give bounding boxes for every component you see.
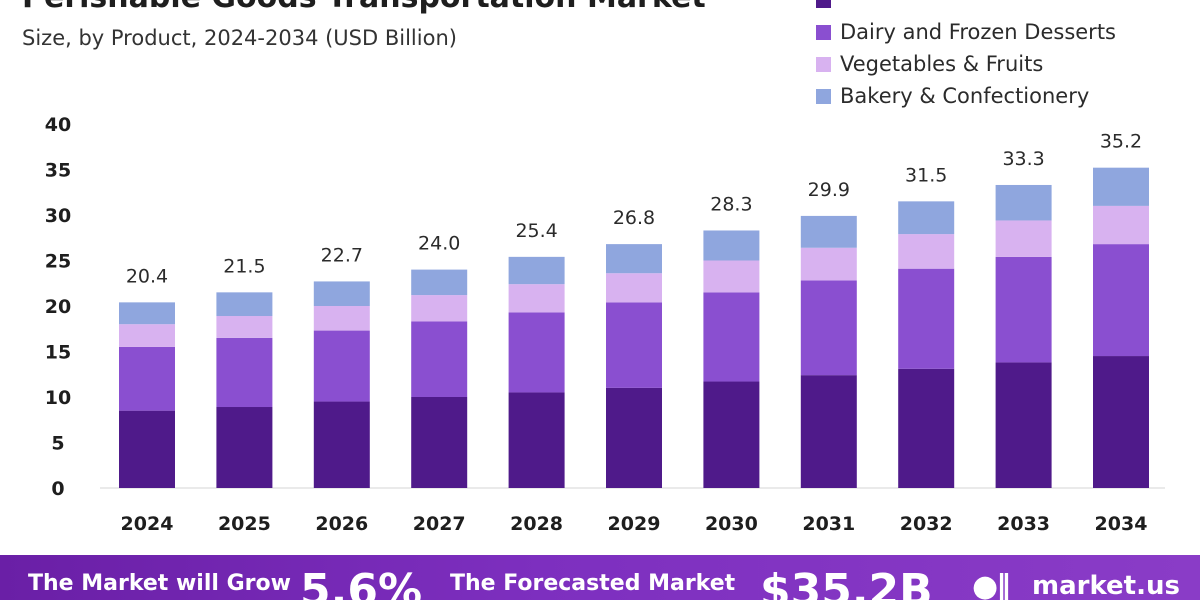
x-tick-label: 2031	[802, 513, 855, 535]
bar-total-label: 35.2	[1100, 131, 1142, 153]
bar-total-label: 26.8	[613, 207, 655, 229]
bar-segment	[995, 362, 1052, 488]
legend-item: Bakery & Confectionery	[816, 80, 1116, 112]
y-tick-label: 15	[45, 342, 71, 364]
bar-segment	[703, 381, 760, 488]
bar-segment	[411, 321, 468, 397]
x-tick-label: 2033	[997, 513, 1050, 535]
x-tick-label: 2024	[121, 513, 174, 535]
x-tick-label: 2034	[1095, 513, 1148, 535]
marketus-logo-icon: ●‖	[972, 569, 1011, 600]
bar-segment	[508, 312, 565, 393]
legend-swatch	[816, 88, 831, 104]
bar-segment	[995, 220, 1052, 257]
bar-segment	[995, 184, 1052, 221]
chart-title: Perishable Goods Transportation Market	[22, 0, 706, 15]
legend-swatch	[816, 0, 831, 8]
bar-total-label: 24.0	[418, 233, 460, 255]
y-tick-label: 5	[51, 433, 64, 455]
footer-grow-text: The Market will Grow	[28, 571, 291, 596]
bar-segment	[898, 268, 955, 369]
bar-segment	[898, 234, 955, 269]
bar-segment	[1093, 167, 1149, 206]
bar-segment	[216, 337, 273, 408]
x-tick-label: 2026	[315, 513, 368, 535]
bar-total-label: 22.7	[321, 244, 363, 266]
footer-cagr-value: 5.6%	[300, 565, 423, 600]
bar-segment	[800, 215, 857, 248]
footer-forecast-text: The Forecasted Market	[450, 571, 736, 596]
legend-swatch	[816, 56, 831, 72]
bar-segment	[313, 401, 370, 488]
legend-swatch	[816, 24, 831, 40]
bar-segment	[606, 302, 662, 388]
bar-segment	[703, 260, 760, 293]
chart-subtitle: Size, by Product, 2024-2034 (USD Billion…	[22, 26, 457, 50]
x-tick-label: 2028	[510, 513, 563, 535]
bar-segment	[216, 407, 273, 488]
bar-total-label: 20.4	[126, 265, 168, 287]
x-tick-label: 2032	[900, 513, 953, 535]
footer-logo-text: market.us	[1032, 571, 1180, 600]
bar-total-label: 33.3	[1002, 148, 1044, 170]
bar-segment	[119, 346, 175, 411]
legend-item: Vegetables & Fruits	[816, 48, 1116, 80]
bar-segment	[119, 410, 175, 488]
bar-total-label: 29.9	[808, 179, 850, 201]
bar-segment	[411, 397, 468, 488]
bar-segment	[800, 280, 857, 376]
y-tick-label: 20	[45, 296, 71, 318]
legend-label: Dairy and Frozen Desserts	[840, 20, 1116, 44]
y-tick-label: 25	[45, 251, 71, 273]
bar-segment	[898, 201, 955, 235]
bar-segment	[1093, 356, 1149, 488]
x-tick-label: 2030	[705, 513, 758, 535]
bar-segment	[119, 324, 175, 347]
y-tick-label: 0	[51, 478, 64, 500]
y-tick-label: 35	[45, 160, 71, 182]
footer-banner: The Market will Grow 5.6% The Forecasted…	[0, 555, 1200, 600]
x-tick-label: 2025	[218, 513, 271, 535]
bar-segment	[800, 247, 857, 281]
legend-label: Vegetables & Fruits	[840, 52, 1044, 76]
bar-segment	[508, 392, 565, 488]
legend-label: Bakery & Confectionery	[840, 84, 1090, 108]
bar-segment	[313, 281, 370, 306]
chart-plot: 051015202530354020.4202421.5202522.72026…	[45, 114, 1165, 535]
bar-segment	[1093, 244, 1149, 357]
bar-segment	[800, 375, 857, 488]
bar-segment	[898, 368, 955, 488]
footer-forecast-value: $35.2B	[760, 565, 933, 600]
bar-total-label: 28.3	[710, 193, 752, 215]
bar-segment	[606, 244, 662, 274]
chart-legend: Dairy and Frozen Desserts Vegetables & F…	[816, 0, 1116, 112]
bar-total-label: 31.5	[905, 164, 947, 186]
bar-segment	[119, 302, 175, 325]
legend-item: Dairy and Frozen Desserts	[816, 16, 1116, 48]
bar-segment	[313, 330, 370, 402]
bar-segment	[1093, 205, 1149, 245]
y-tick-label: 40	[45, 114, 71, 136]
y-tick-label: 30	[45, 205, 71, 227]
bar-segment	[411, 269, 468, 296]
legend-item	[816, 0, 1116, 16]
bar-segment	[216, 292, 273, 317]
bar-total-label: 21.5	[223, 255, 265, 277]
bar-segment	[606, 387, 662, 488]
x-tick-label: 2027	[413, 513, 466, 535]
bar-segment	[508, 284, 565, 313]
bar-segment	[411, 295, 468, 322]
bar-total-label: 25.4	[515, 220, 557, 242]
x-tick-label: 2029	[608, 513, 661, 535]
bar-segment	[703, 292, 760, 382]
bar-segment	[995, 256, 1052, 363]
bar-segment	[703, 230, 760, 261]
y-tick-label: 10	[45, 387, 71, 409]
bar-segment	[606, 273, 662, 303]
bar-segment	[508, 256, 565, 285]
bar-segment	[216, 316, 273, 338]
bar-segment	[313, 306, 370, 331]
